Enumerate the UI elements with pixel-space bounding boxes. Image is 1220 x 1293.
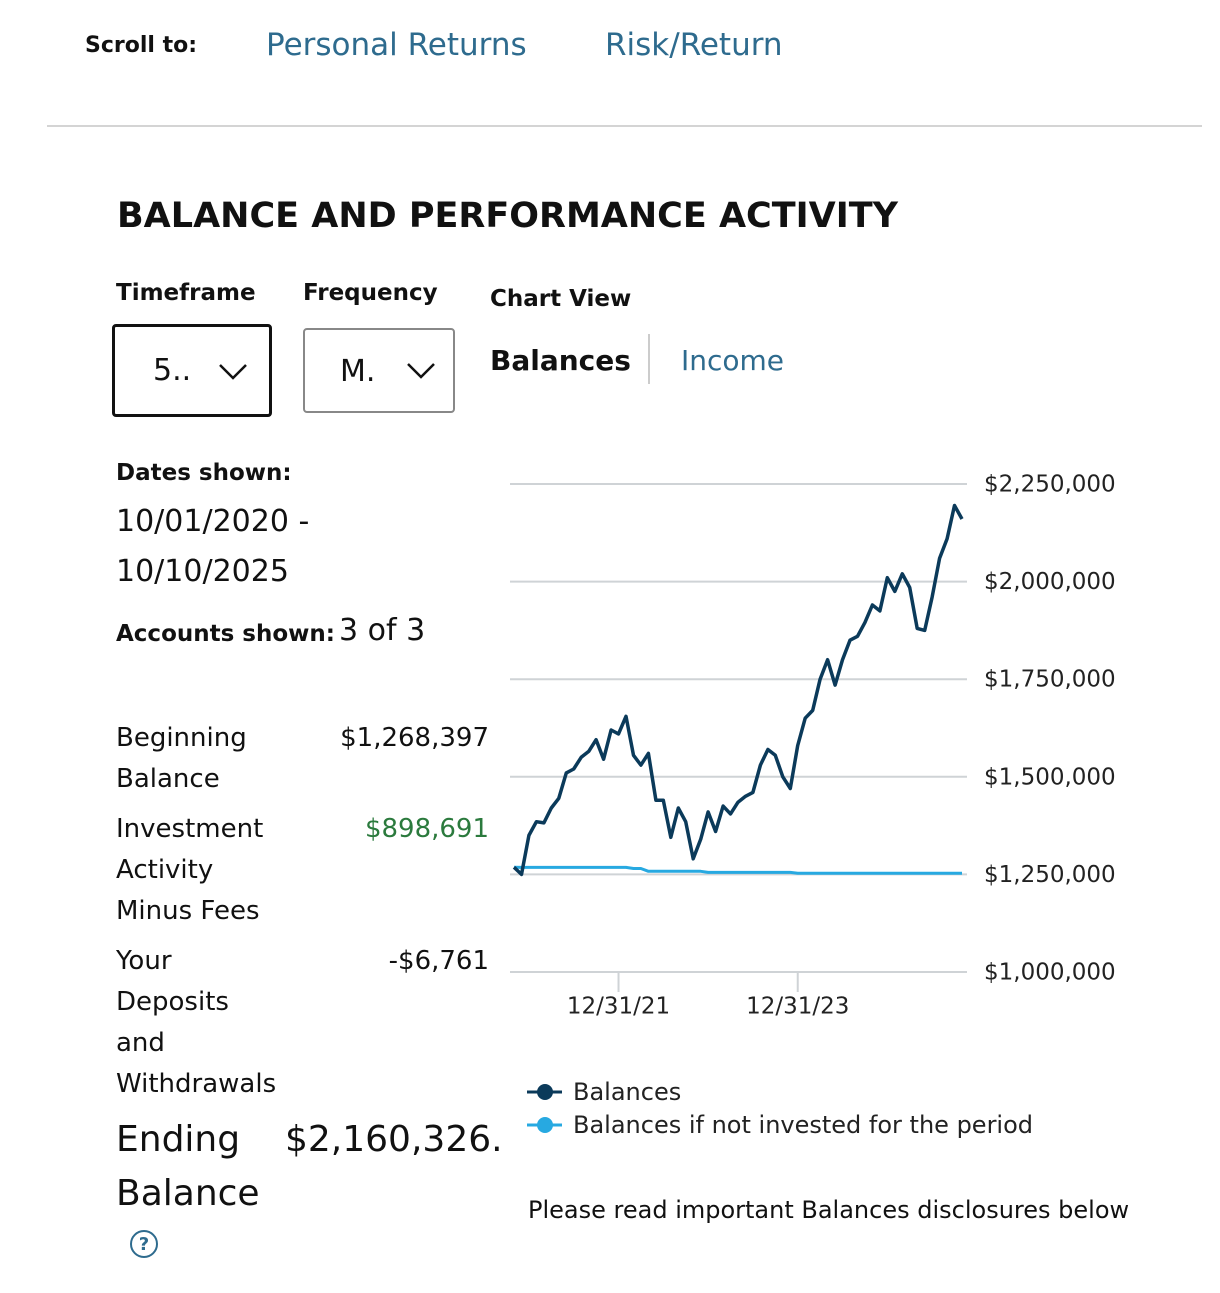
svg-text:?: ? — [139, 1234, 149, 1255]
ending-label: Ending Balance — [116, 1113, 260, 1221]
x-tick-label: 12/31/23 — [746, 994, 849, 1020]
dates-label: Dates shown: — [116, 460, 292, 486]
accounts: 3 of 3 — [339, 613, 426, 648]
separator — [648, 334, 650, 384]
legend-marker — [537, 1084, 553, 1100]
control-label: Timeframe — [116, 280, 256, 306]
t: Activity — [116, 855, 214, 885]
help-icon[interactable]: ? — [128, 1228, 160, 1260]
ending-value: $2,160,326. — [285, 1119, 503, 1160]
t: and — [116, 1028, 165, 1058]
t: Withdrawals — [116, 1069, 277, 1099]
t: Ending — [116, 1119, 241, 1160]
t: Investment — [116, 814, 264, 844]
y-tick-label: $2,250,000 — [984, 472, 1116, 498]
t: Beginning — [116, 723, 247, 753]
select-value: M. — [340, 354, 376, 389]
series-line — [512, 503, 964, 877]
y-tick-label: $1,250,000 — [984, 862, 1116, 888]
row-label: Beginning Balance — [116, 718, 247, 800]
nav-label: Scroll to: — [85, 33, 198, 58]
nav-link[interactable]: Personal Returns — [266, 27, 527, 63]
y-tick-label: $1,750,000 — [984, 667, 1116, 693]
row-value: -$6,761 — [388, 946, 489, 976]
frequency-select[interactable]: M. — [303, 328, 455, 413]
row-value: $1,268,397 — [340, 723, 489, 753]
chevron — [407, 363, 435, 379]
control-label: Frequency — [303, 280, 438, 306]
t: Your — [116, 946, 172, 976]
row-label: Investment Activity Minus Fees — [116, 809, 263, 932]
y-tick-label: $1,000,000 — [984, 960, 1116, 986]
nav-link[interactable]: Risk/Return — [605, 27, 783, 63]
t: Minus Fees — [116, 896, 260, 926]
legend-label: Balances — [573, 1078, 681, 1106]
x-tick-label: 12/31/21 — [567, 994, 670, 1020]
dates: 10/01/2020 - — [116, 504, 310, 539]
dates: 10/10/2025 — [116, 554, 289, 589]
section-title: BALANCE AND PERFORMANCE ACTIVITY — [117, 196, 898, 236]
view-option[interactable]: Balances — [490, 344, 631, 377]
disclosure: Please read important Balances disclosur… — [528, 1196, 1130, 1224]
t: Balance — [116, 1173, 260, 1214]
y-tick-label: $2,000,000 — [984, 569, 1116, 595]
divider — [47, 125, 1202, 127]
row-label: Your Deposits and Withdrawals — [116, 941, 276, 1105]
legend-label: Balances if not invested for the period — [573, 1111, 1033, 1139]
y-tick-label: $1,500,000 — [984, 764, 1116, 790]
chevron — [219, 364, 247, 380]
legend-marker — [537, 1117, 553, 1133]
series-line — [513, 865, 962, 875]
control-label: Chart View — [490, 286, 632, 312]
view-option[interactable]: Income — [681, 344, 785, 377]
accounts-label: Accounts shown: — [116, 621, 335, 647]
timeframe-select[interactable]: 5.. — [112, 324, 272, 417]
t: Balance — [116, 764, 220, 794]
t: Deposits — [116, 987, 229, 1017]
select-value: 5.. — [153, 353, 192, 388]
row-value: $898,691 — [364, 814, 489, 844]
